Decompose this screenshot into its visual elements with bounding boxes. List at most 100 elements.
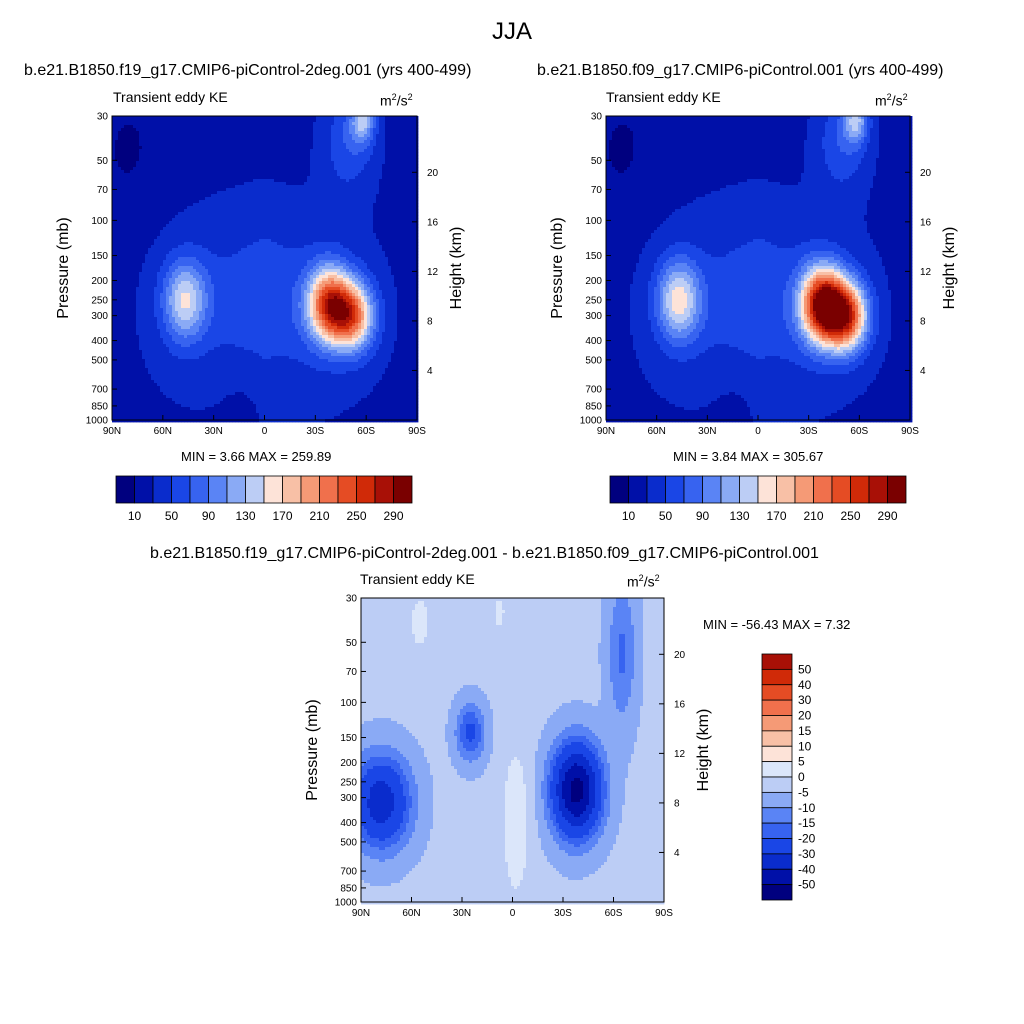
left-xtick-label: 0 xyxy=(262,426,268,437)
left-minmax-stats: MIN = 3.66 MAX = 259.89 xyxy=(181,449,331,464)
right-colorbar-swatch xyxy=(776,475,796,504)
diff-y2tick-label: 16 xyxy=(674,699,686,710)
right-colorbar-swatch xyxy=(850,475,870,504)
left-colorbar-swatch xyxy=(226,475,246,504)
left-colorbar-label: 250 xyxy=(346,509,366,523)
right-ytick-label: 250 xyxy=(585,295,602,306)
left-colorbar-swatch xyxy=(263,475,283,504)
right-colorbar-label: 250 xyxy=(840,509,860,523)
left-colorbar-label: 90 xyxy=(202,509,216,523)
left-colorbar-swatch xyxy=(171,475,191,504)
right-colorbar-swatch xyxy=(628,475,648,504)
left-colorbar-label: 290 xyxy=(383,509,403,523)
left-colorbar-label: 130 xyxy=(235,509,255,523)
right-xtick-label: 30S xyxy=(800,426,818,437)
left-ytick-label: 30 xyxy=(97,112,109,123)
diff-plot-group xyxy=(360,597,665,905)
right-y2tick-label: 16 xyxy=(920,217,932,228)
right-panel-title: b.e21.B1850.f09_g17.CMIP6-piControl.001 … xyxy=(537,62,943,80)
left-colorbar-swatch xyxy=(245,475,265,504)
left-ytick-label: 150 xyxy=(91,251,108,262)
left-xtick-label: 30N xyxy=(204,426,222,437)
left-colorbar-label: 210 xyxy=(309,509,329,523)
diff-colorbar-label: -20 xyxy=(798,832,816,846)
left-ytick-label: 1000 xyxy=(86,416,109,427)
left-y2tick-label: 20 xyxy=(427,168,439,179)
diff-colorbar-label: -40 xyxy=(798,862,816,876)
left-colorbar-swatch xyxy=(152,475,172,504)
diff-units-label: m2/s2 xyxy=(627,573,660,590)
diff-colorbar-swatch xyxy=(761,699,793,716)
right-xtick-label: 90S xyxy=(901,426,919,437)
left-ytick-label: 700 xyxy=(91,385,108,396)
right-ylabel: Pressure (mb) xyxy=(549,217,566,318)
right-plot-group xyxy=(605,115,913,423)
left-ytick-label: 300 xyxy=(91,311,108,322)
diff-contour-field xyxy=(361,598,665,905)
diff-colorbar-label: 5 xyxy=(798,755,805,769)
right-ytick-label: 1000 xyxy=(580,416,603,427)
diff-colorbar-label: 40 xyxy=(798,678,812,692)
diff-xtick-label: 90S xyxy=(655,908,673,919)
left-colorbar-swatch xyxy=(300,475,320,504)
left-colorbar-label: 170 xyxy=(272,509,292,523)
right-xtick-label: 60N xyxy=(647,426,665,437)
left-y2tick-label: 8 xyxy=(427,316,433,327)
diff-y2tick-label: 12 xyxy=(674,749,686,760)
diff-colorbar-label: 30 xyxy=(798,693,812,707)
right-xtick-label: 30N xyxy=(698,426,716,437)
diff-y2tick-label: 8 xyxy=(674,798,680,809)
right-ytick-label: 500 xyxy=(585,355,602,366)
figure-title: JJA xyxy=(0,18,1024,46)
right-colorbar-swatch xyxy=(720,475,740,504)
diff-colorbar-swatch xyxy=(761,822,793,839)
diff-panel-title: b.e21.B1850.f19_g17.CMIP6-piControl-2deg… xyxy=(150,545,819,563)
right-colorbar-label: 290 xyxy=(877,509,897,523)
diff-colorbar-swatch xyxy=(761,761,793,778)
diff-colorbar-swatch xyxy=(761,807,793,824)
diff-xtick-label: 60S xyxy=(605,908,623,919)
diff-colorbar-swatch xyxy=(761,791,793,809)
left-y2tick-label: 4 xyxy=(427,366,433,377)
diff-colorbar-label: -15 xyxy=(798,816,816,830)
right-colorbar-label: 90 xyxy=(696,509,710,523)
left-xtick-label: 60N xyxy=(154,426,172,437)
right-y2tick-label: 20 xyxy=(920,168,932,179)
right-colorbar-swatch xyxy=(813,475,833,504)
right-ytick-label: 50 xyxy=(591,156,603,167)
right-ytick-label: 100 xyxy=(585,216,602,227)
diff-colorbar-label: 50 xyxy=(798,662,812,676)
left-panel-title: b.e21.B1850.f19_g17.CMIP6-piControl-2deg… xyxy=(24,62,471,80)
diff-ytick-label: 200 xyxy=(340,758,357,769)
diff-ytick-label: 30 xyxy=(346,594,358,605)
right-colorbar-label: 210 xyxy=(803,509,823,523)
right-colorbar-swatch xyxy=(739,475,759,504)
left-colorbar-swatch xyxy=(337,475,357,504)
diff-ytick-label: 300 xyxy=(340,793,357,804)
right-ytick-label: 850 xyxy=(585,401,602,412)
diff-xtick-label: 90N xyxy=(352,908,370,919)
diff-y2tick-label: 4 xyxy=(674,848,680,859)
left-ytick-label: 70 xyxy=(97,185,109,196)
diff-y2tick-label: 20 xyxy=(674,650,686,661)
left-variable-label: Transient eddy KE xyxy=(113,89,228,105)
right-units-label: m2/s2 xyxy=(875,92,908,109)
right-ytick-label: 200 xyxy=(585,276,602,287)
right-xtick-label: 90N xyxy=(597,426,615,437)
diff-colorbar-swatch xyxy=(761,745,793,763)
diff-variable-label: Transient eddy KE xyxy=(360,571,475,587)
left-y2tick-label: 16 xyxy=(427,217,439,228)
left-colorbar-swatch xyxy=(115,475,135,504)
right-colorbar-swatch xyxy=(665,475,685,504)
left-colorbar-swatch xyxy=(282,475,302,504)
diff-xtick-label: 60N xyxy=(402,908,420,919)
left-xtick-label: 60S xyxy=(357,426,375,437)
diff-colorbar-label: -30 xyxy=(798,847,816,861)
right-colorbar-swatch xyxy=(868,475,888,504)
diff-colorbar-swatch xyxy=(761,653,793,670)
diff-ytick-label: 700 xyxy=(340,867,357,878)
left-xtick-label: 90S xyxy=(408,426,426,437)
diff-ylabel: Pressure (mb) xyxy=(304,699,321,800)
right-colorbar-swatch xyxy=(683,475,703,504)
